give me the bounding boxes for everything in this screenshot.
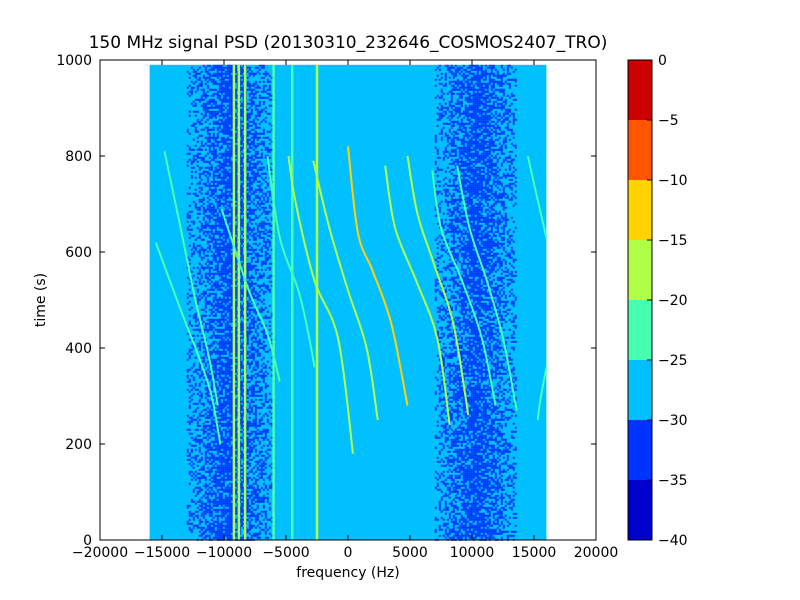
y-tick-label: 200 [65,437,92,453]
colorbar: −40 −35 −30 −25 −20 −15 −10 −5 0 [627,53,688,549]
colorbar-segment [628,240,652,300]
colorbar-segment [628,420,652,480]
noise-band [434,64,517,541]
doppler-track [384,165,451,425]
colorbar-tick-label: −5 [658,113,679,129]
colorbar-tick-label: −10 [658,173,688,189]
doppler-track [406,155,470,416]
doppler-track [220,208,281,382]
x-tick-label: 10000 [450,545,495,561]
x-tick-label: −10000 [196,545,252,561]
y-tick-label: 800 [65,149,92,165]
x-tick-label: −20000 [72,545,128,561]
x-tick-label: 5000 [392,545,428,561]
colorbar-tick-label: −15 [658,233,688,249]
doppler-track [287,155,354,454]
doppler-track [536,367,548,421]
doppler-track [347,146,409,406]
y-tick-label: 600 [65,245,92,261]
colorbar-tick-label: −30 [658,413,688,429]
x-tick-label: −15000 [134,545,190,561]
colorbar-tick-label: −20 [658,293,688,309]
colorbar-tick-label: −40 [658,533,688,549]
x-axis-ticks: −20000 −15000 −10000 −5000 0 5000 10000 15000 20… [72,60,618,561]
y-tick-label: 1000 [56,53,92,69]
colorbar-segment [628,360,652,420]
x-tick-label: −5000 [262,545,309,561]
doppler-track [266,155,316,368]
colorbar-tick-label: −35 [658,473,688,489]
x-tick-label: 20000 [574,545,619,561]
doppler-track [456,165,518,411]
y-axis-ticks: 0 200 400 600 800 1000 [56,53,596,549]
doppler-track [431,170,497,406]
y-tick-label: 0 [83,533,92,549]
doppler-track [163,150,219,406]
x-tick-label: 15000 [512,545,557,561]
doppler-track [526,155,548,238]
y-tick-label: 400 [65,341,92,357]
y-axis-label: time (s) [33,273,49,327]
spectrogram-image [149,64,547,541]
colorbar-segment [628,480,652,540]
x-axis-label: frequency (Hz) [296,565,399,581]
colorbar-segment [628,60,652,120]
doppler-track [154,242,222,445]
doppler-tracks [154,64,548,540]
x-tick-label: 0 [344,545,353,561]
colorbar-segment [628,180,652,240]
colorbar-segment [628,300,652,360]
chart-title: 150 MHz signal PSD (20130310_232646_COSM… [89,33,608,53]
colorbar-tick-label: −25 [658,353,688,369]
colorbar-segment [628,120,652,180]
doppler-track [312,160,379,421]
colorbar-tick-label: 0 [658,53,667,69]
